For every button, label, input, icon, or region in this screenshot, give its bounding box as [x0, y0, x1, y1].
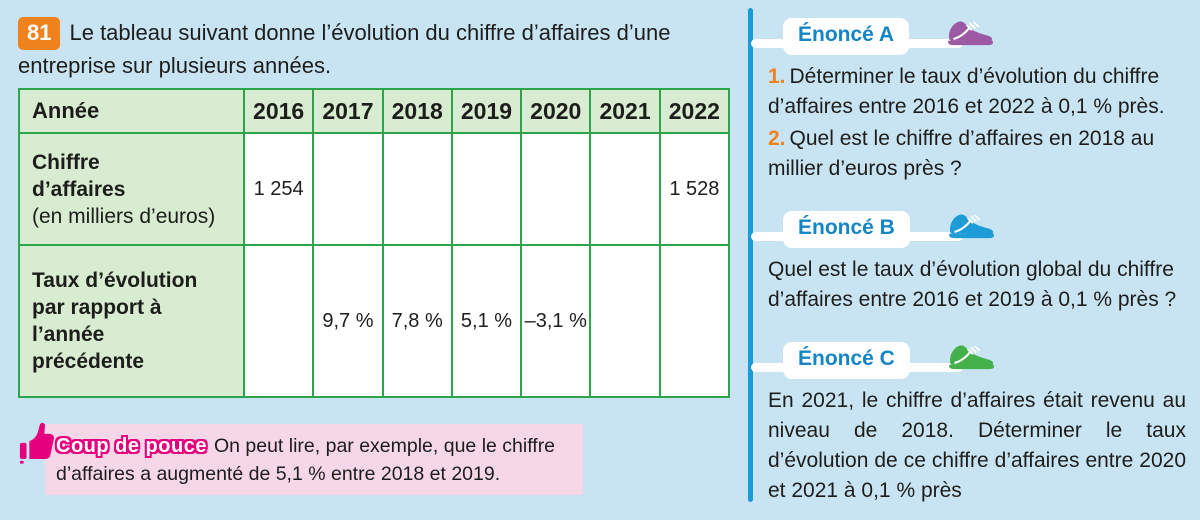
table-corner-header: Année — [18, 88, 245, 134]
coup-de-pouce-box: Coup de pouce On peut lire, par exemple, … — [19, 422, 583, 495]
year-header-2020: 2020 — [520, 88, 592, 134]
rate-cell-2019: 5,1 % — [450, 244, 523, 398]
blue-sneaker-icon — [948, 214, 994, 239]
year-header-2017: 2017 — [312, 88, 384, 134]
question-1: 1. Déterminer le taux d’évolution du chif… — [768, 62, 1186, 122]
row-label-rate: Taux d’évolution par rapport à l’année p… — [18, 244, 245, 398]
revenue-cell-2018 — [381, 132, 453, 246]
row-label-revenue-unit: (en milliers d’euros) — [32, 204, 216, 228]
revenue-cell-2022: 1 528 — [658, 132, 731, 246]
enonce-b-text: Quel est le taux d’évolution global du c… — [768, 258, 1177, 311]
enonce-c-header: Énoncé C — [751, 338, 1186, 380]
purple-sneaker-icon — [948, 21, 993, 46]
question-1-number: 1. — [768, 65, 786, 88]
thumbs-up-icon — [19, 422, 54, 464]
year-header-2019: 2019 — [450, 88, 523, 134]
row-label-rate-bold: Taux d’évolution par rapport à l’année p… — [32, 269, 198, 373]
coup-de-pouce-content: Coup de pouce On peut lire, par exemple, … — [45, 424, 583, 488]
statements-column: Énoncé A 1. Déterminer le taux d’évolutio… — [751, 14, 1186, 508]
rate-cell-2018: 7,8 % — [381, 244, 453, 398]
year-header-2016: 2016 — [242, 88, 315, 134]
rate-cell-2017: 9,7 % — [312, 244, 384, 398]
enonce-a-header: Énoncé A — [751, 14, 1186, 56]
revenue-cell-2019 — [450, 132, 523, 246]
exercise-intro-text: Le tableau suivant donne l’évolution du … — [18, 20, 671, 78]
rate-cell-2020: –3,1 % — [520, 244, 592, 398]
question-1-text: Déterminer le taux d’évolution du chiffr… — [768, 65, 1165, 118]
column-divider — [748, 8, 753, 502]
question-2: 2. Quel est le chiffre d’affaires en 2018… — [768, 124, 1186, 184]
year-header-2022: 2022 — [658, 88, 731, 134]
enonce-b-badge: Énoncé B — [783, 211, 910, 248]
revenue-cell-2016: 1 254 — [242, 132, 315, 246]
revenue-table: Année 2016 2017 2018 2019 2020 2021 2022… — [18, 88, 731, 398]
question-2-text: Quel est le chiffre d’affaires en 2018 a… — [768, 127, 1155, 180]
revenue-cell-2021 — [589, 132, 661, 246]
revenue-cell-2017 — [312, 132, 384, 246]
exercise-intro-block: 81 Le tableau suivant donne l’évolution d… — [18, 17, 732, 81]
year-header-2021: 2021 — [589, 88, 661, 134]
revenue-cell-2020 — [520, 132, 592, 246]
question-2-number: 2. — [768, 127, 786, 150]
rate-cell-2022 — [658, 244, 731, 398]
year-header-2018: 2018 — [381, 88, 453, 134]
enonce-c-badge: Énoncé C — [783, 342, 910, 379]
row-label-revenue: Chiffre d’affaires (en milliers d’euros) — [18, 132, 245, 246]
row-label-revenue-bold: Chiffre d’affaires — [32, 150, 126, 201]
exercise-number-badge: 81 — [18, 17, 61, 50]
rate-cell-2016 — [242, 244, 315, 398]
enonce-b-header: Énoncé B — [751, 207, 1186, 249]
enonce-a-badge: Énoncé A — [783, 18, 910, 55]
enonce-c-text: En 2021, le chiffre d’affaires était rev… — [768, 389, 1186, 502]
rate-cell-2021 — [589, 244, 661, 398]
coup-de-pouce-label: Coup de pouce — [56, 435, 207, 457]
coup-de-pouce-text: On peut lire, par exemple, que le chiffr… — [56, 435, 556, 485]
green-sneaker-icon — [948, 345, 994, 370]
